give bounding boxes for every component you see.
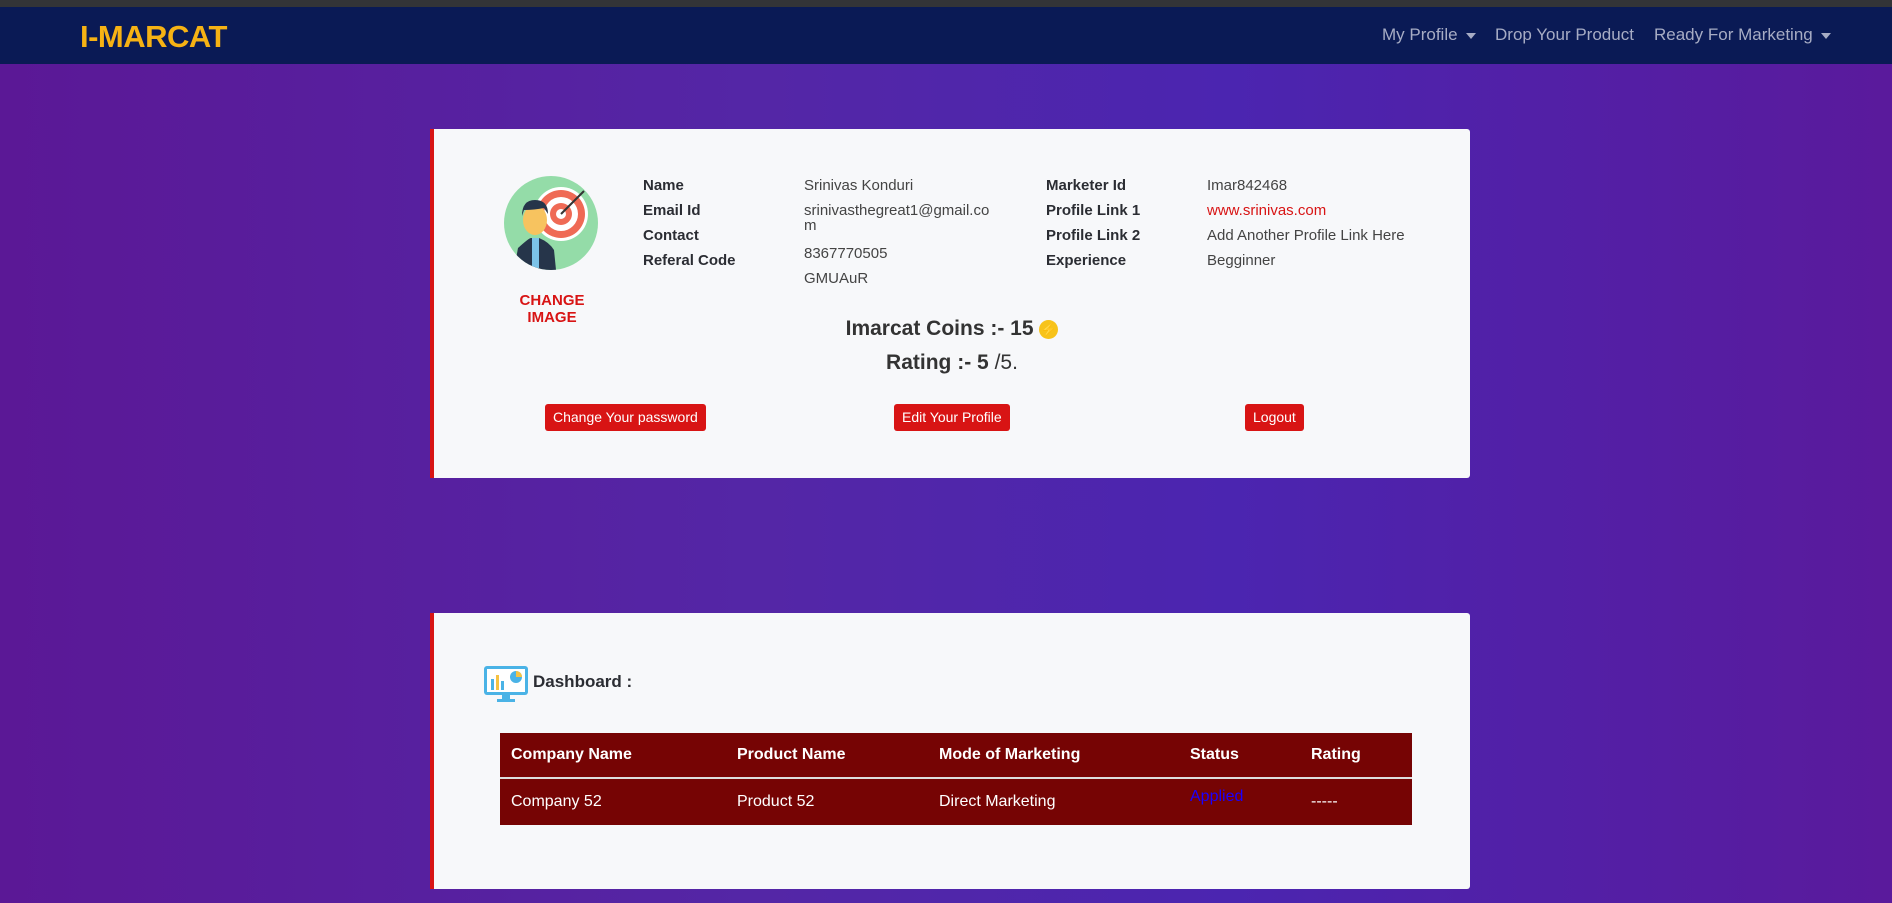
change-password-button[interactable]: Change Your password (545, 404, 706, 431)
rating-value: 5 (977, 351, 989, 374)
profile-link-1-label: Profile Link 1 (1046, 202, 1141, 219)
cell-status: Applied (1190, 788, 1244, 805)
caret-down-icon (1465, 32, 1476, 39)
navbar: I-MARCAT My Profile Drop Your Product Re… (0, 7, 1892, 64)
rating-line: Rating :- 5 /5. (434, 351, 1470, 375)
caret-down-icon (1820, 32, 1831, 39)
email-value: srinivasthegreat1@gmail.co (804, 202, 990, 219)
col-rating: Rating (1300, 733, 1412, 779)
table-header-row: Company Name Product Name Mode of Market… (500, 733, 1412, 779)
rating-label: Rating :- (886, 351, 972, 374)
nav-drop-your-product[interactable]: Drop Your Product (1495, 25, 1634, 44)
cell-rating: ----- (1311, 793, 1338, 810)
nav-my-profile[interactable]: My Profile (1382, 25, 1476, 45)
referal-code-label: Referal Code (643, 252, 736, 269)
profile-link-2-value[interactable]: Add Another Profile Link Here (1207, 227, 1405, 244)
email-value-wrap: m (804, 217, 817, 234)
rating-suffix: /5. (994, 351, 1018, 374)
col-mode-of-marketing: Mode of Marketing (928, 733, 1179, 779)
dashboard-title: Dashboard : (533, 672, 633, 691)
nav-label: My Profile (1382, 25, 1458, 44)
col-company-name: Company Name (500, 733, 726, 779)
profile-card: CHANGE IMAGE Name Email Id Contact Refer… (430, 129, 1470, 478)
referal-code-value: GMUAuR (804, 270, 869, 287)
col-status: Status (1179, 733, 1300, 779)
avatar (504, 176, 598, 270)
logo[interactable]: I-MARCAT (80, 19, 227, 54)
nav-label: Ready For Marketing (1654, 25, 1813, 44)
avatar-image (514, 187, 588, 270)
browser-top-strip (0, 0, 1892, 7)
email-label: Email Id (643, 202, 701, 219)
cell-product: Product 52 (737, 793, 815, 810)
marketer-id-label: Marketer Id (1046, 177, 1127, 194)
coins-value: 15 (1010, 317, 1034, 340)
contact-label: Contact (643, 227, 699, 244)
experience-value: Begginner (1207, 252, 1276, 269)
dashboard-card: Dashboard : Company Name Product Name Mo… (430, 613, 1470, 889)
edit-profile-button[interactable]: Edit Your Profile (894, 404, 1010, 431)
change-image-link[interactable]: CHANGE IMAGE (519, 292, 585, 326)
experience-label: Experience (1046, 252, 1127, 269)
name-label: Name (643, 177, 684, 194)
marketer-id-value: Imar842468 (1207, 177, 1288, 194)
col-product-name: Product Name (726, 733, 928, 779)
lightning-coin-icon: ⚡ (1039, 319, 1059, 339)
name-value: Srinivas Konduri (804, 177, 914, 194)
coins-line: Imarcat Coins :- 15 ⚡ (434, 317, 1470, 341)
dashboard-chart-icon (484, 666, 528, 702)
dashboard-table: Company Name Product Name Mode of Market… (500, 733, 1412, 825)
table-row: Company 52 Product 52 Direct Marketing A… (500, 778, 1412, 825)
cell-mode: Direct Marketing (939, 793, 1056, 810)
profile-link-2-label: Profile Link 2 (1046, 227, 1141, 244)
coins-label: Imarcat Coins :- (845, 317, 1005, 340)
cell-company: Company 52 (511, 793, 602, 810)
logout-button[interactable]: Logout (1245, 404, 1304, 431)
nav-ready-for-marketing[interactable]: Ready For Marketing (1654, 25, 1831, 45)
profile-link-1[interactable]: www.srinivas.com (1207, 202, 1327, 219)
contact-value: 8367770505 (804, 245, 888, 262)
